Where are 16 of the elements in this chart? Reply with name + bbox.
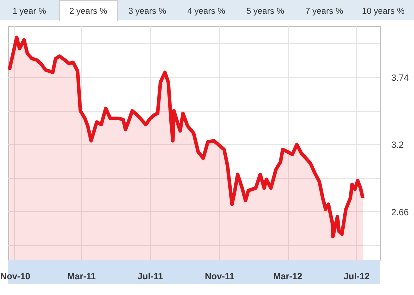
x-tick-label: Nov-11: [205, 272, 235, 282]
text: 10 years %: [361, 5, 406, 18]
x-tick-label: Mar-12: [274, 272, 303, 282]
text: 3 years %: [128, 5, 168, 18]
y-tick-label: 3.74: [392, 73, 410, 84]
x-tick-label: Nov-10: [0, 272, 31, 282]
text: 2 years %: [59, 0, 118, 21]
text: 7 years %: [304, 5, 344, 18]
x-tick-label: Jul-11: [138, 272, 164, 282]
x-tick-label: Jul-12: [344, 272, 370, 282]
y-tick-label: 2.66: [392, 207, 410, 218]
text: 5 years %: [246, 5, 286, 18]
y-tick-label: 3.2: [392, 140, 404, 150]
text: 4 years %: [186, 5, 226, 18]
x-tick-label: Mar-11: [68, 272, 96, 282]
text: 1 year %: [12, 5, 48, 18]
